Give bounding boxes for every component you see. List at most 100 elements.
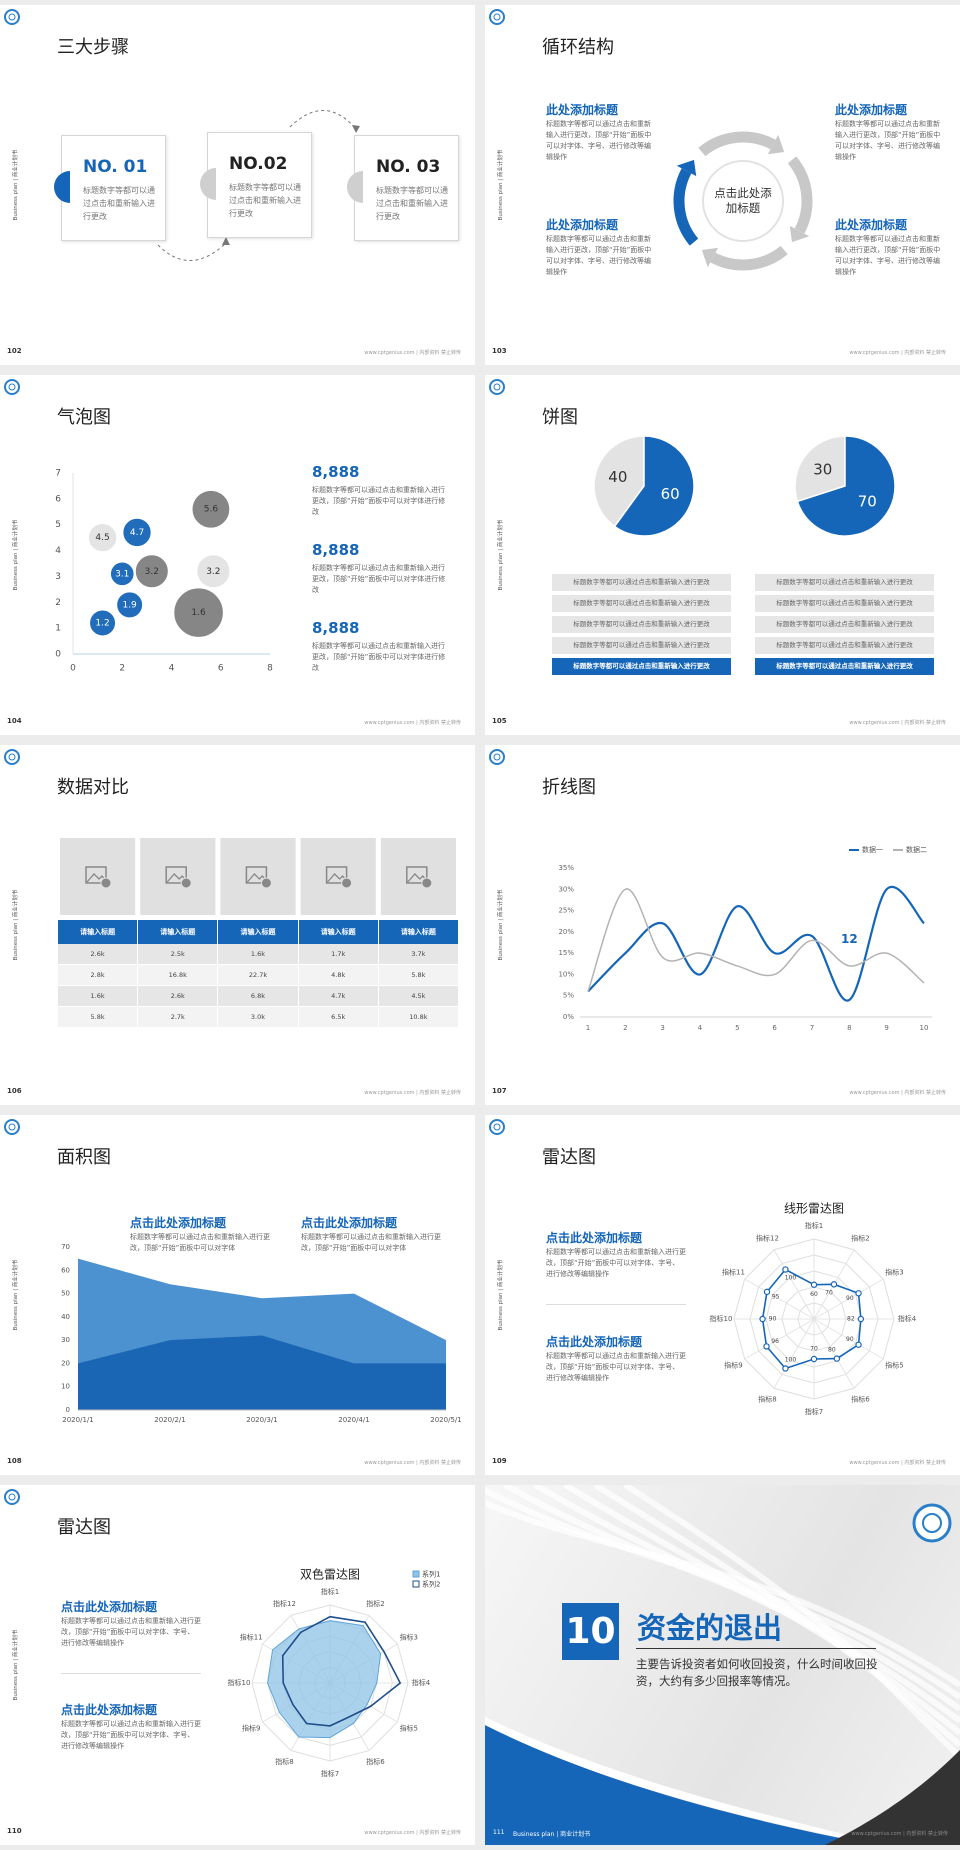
table-header: 请输入标题: [378, 920, 459, 944]
list-row: 标题数字等都可以通过点击和重新输入进行更改: [552, 616, 731, 633]
data-label: 96: [771, 1338, 779, 1345]
radar-category: 指标3: [400, 1633, 418, 1642]
y-tick-label: 60: [61, 1266, 70, 1274]
page-number: 103: [492, 347, 507, 355]
radar-spoke: [813, 1318, 884, 1360]
x-tick-label: 6: [772, 1024, 777, 1032]
x-tick-label: 7: [810, 1024, 814, 1032]
slide-title: 雷达图: [542, 1147, 596, 1168]
list-row: 标题数字等都可以通过点击和重新输入进行更改: [552, 637, 731, 654]
radar-point: [782, 1365, 789, 1372]
list-row: 标题数字等都可以通过点击和重新输入进行更改: [755, 658, 934, 675]
pie-label: 30: [813, 460, 832, 478]
bubble-label: 3.2: [206, 567, 220, 577]
pie-slice: [796, 435, 896, 537]
y-tick-label: 30: [61, 1336, 70, 1344]
slide-graphics: [4, 9, 360, 261]
x-tick-label: 2: [623, 1024, 627, 1032]
slide: 0 2 4 6 8 0 1 2 3 4 5 6 7 1.2 1.9 3.1 4.7 4.5 3.2 3.2 5.6 1.6…: [0, 375, 475, 735]
footer: www.cptgenius.com | 内部资料 禁止转传: [849, 350, 946, 356]
legend-swatch: [412, 1570, 420, 1578]
block-text: 标题数字等都可以通过点击和重新输入进行更改，顶部“开始”面板中可以对字体、字号、…: [61, 1720, 201, 1750]
step-box: [207, 132, 312, 238]
block-text: 标题数字等都可以通过点击和重新输入进行更改，顶部“开始”面板中可以对字体、字号、…: [546, 120, 652, 161]
slide-title: 气泡图: [57, 407, 111, 428]
y-tick-label: 20%: [558, 928, 574, 936]
x-tick-label: 3: [660, 1024, 664, 1032]
block-heading: 此处添加标题: [546, 103, 619, 117]
step-marker: [54, 171, 70, 203]
table-cell: 22.7k: [218, 965, 299, 986]
page-number: 107: [492, 1087, 507, 1095]
logo: [493, 753, 501, 761]
radar-category: 指标6: [851, 1395, 870, 1404]
data-label: 100: [785, 1356, 797, 1363]
arrow-head: [352, 125, 360, 133]
image-placeholder: [300, 838, 376, 915]
data-label: 100: [785, 1275, 797, 1282]
footer: www.cptgenius.com | 内部资料 禁止转传: [364, 1090, 461, 1096]
radar-category: 指标2: [366, 1599, 384, 1608]
radar-category: 指标6: [366, 1757, 385, 1766]
section-number: 10: [562, 1603, 619, 1660]
slide: 三大步骤 Business plan | 商业计划书 102 www.cptgeniu…: [0, 5, 475, 365]
pie-label: 70: [858, 493, 877, 511]
x-tick-label: 2020/3/1: [246, 1416, 277, 1424]
bubble-label: 1.9: [122, 600, 137, 610]
footer: www.cptgenius.com | 内部资料 禁止转传: [849, 720, 946, 726]
legend-label: 数据一: [862, 845, 883, 854]
stat-value: 8,888: [312, 463, 360, 481]
slide-graphics: 40 60 30 70: [489, 379, 896, 537]
radar-point: [759, 1315, 766, 1323]
pie-slice: [613, 435, 695, 537]
table-cell: 16.8k: [138, 965, 219, 986]
image-icon: [406, 866, 428, 884]
cycle-arc: [710, 245, 788, 271]
radar-point: [855, 1341, 862, 1348]
radar-spoke: [773, 1318, 815, 1389]
logo: [489, 749, 505, 765]
cycle-arc: [698, 131, 776, 157]
arrow-head: [222, 237, 230, 245]
bubble: [89, 609, 117, 637]
image-icon: [245, 866, 268, 884]
radar-spoke: [813, 1278, 884, 1320]
logo: [8, 383, 16, 391]
radar-point: [855, 1290, 862, 1297]
page-number: 109: [492, 1457, 507, 1465]
table-cell: 6.5k: [298, 1007, 379, 1028]
y-tick-label: 6: [55, 494, 61, 504]
slide: 指标1 指标2 指标3 指标4 指标5 指标6 指标7 指标8 指标9 指标10 指标11 指标12 系…: [0, 1485, 475, 1845]
list-row: 标题数字等都可以通过点击和重新输入进行更改: [552, 658, 731, 675]
page-number: 102: [7, 347, 22, 355]
y-tick-label: 10: [61, 1383, 70, 1391]
table-cell: 2.6k: [58, 944, 139, 965]
chart-title: 双色雷达图: [300, 1568, 360, 1582]
table-cell: 4.7k: [298, 986, 379, 1007]
page-number: 105: [492, 717, 507, 725]
legend-label: 系列1: [422, 1570, 440, 1579]
image-icon: [325, 866, 348, 884]
image-icon: [407, 873, 427, 883]
table-cell: 5.8k: [58, 1007, 139, 1028]
image-placeholder: [380, 838, 456, 915]
x-tick-label: 8: [267, 664, 273, 674]
side-label: Business plan | 商业计划书: [498, 1259, 504, 1331]
area-series: [78, 1335, 446, 1410]
table-header: 请输入标题: [218, 920, 299, 944]
logo: [493, 383, 501, 391]
block-heading: 点击此处添加标题: [130, 1216, 227, 1230]
radar-series: [267, 1620, 382, 1739]
page-number: 104: [7, 717, 22, 725]
radar-category: 指标8: [275, 1757, 293, 1766]
table-cell: 2.5k: [138, 944, 219, 965]
y-tick-label: 35%: [558, 864, 574, 872]
list-row: 标题数字等都可以通过点击和重新输入进行更改: [552, 574, 731, 591]
connector: [157, 242, 227, 261]
y-tick-label: 15%: [558, 949, 574, 957]
cycle-arc: [787, 156, 813, 234]
data-label: 90: [769, 1316, 777, 1323]
slide-title: 饼图: [542, 407, 578, 428]
slide-title: 数据对比: [57, 777, 129, 798]
connector: [289, 110, 357, 130]
